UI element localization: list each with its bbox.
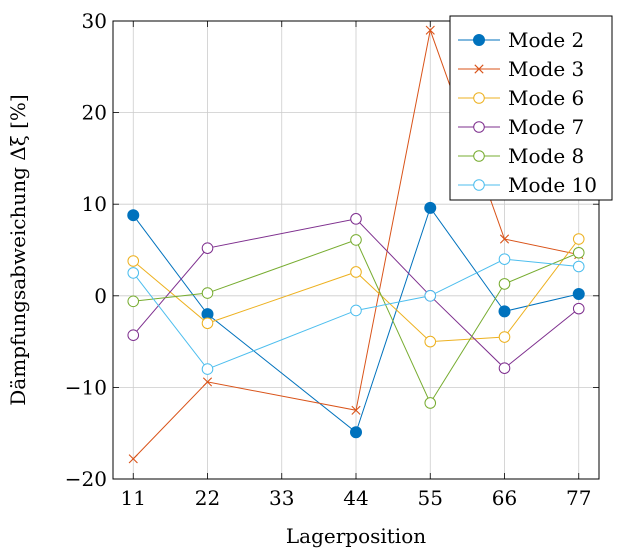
x-tick-label: 11 <box>121 486 146 510</box>
legend-label: Mode 3 <box>508 57 584 81</box>
data-point <box>424 397 437 409</box>
data-point <box>128 454 138 464</box>
data-point <box>498 253 511 265</box>
series-mode-6 <box>127 233 585 348</box>
legend-entry: Mode 2 <box>458 28 584 52</box>
series-line <box>132 238 580 343</box>
data-point <box>572 246 585 259</box>
data-point <box>127 329 140 341</box>
y-tick-label: 0 <box>94 284 107 308</box>
data-point <box>424 335 437 348</box>
legend-label: Mode 7 <box>508 115 584 139</box>
data-point <box>498 362 511 374</box>
x-axis-label: Lagerposition <box>286 524 426 548</box>
legend-marker <box>473 121 485 133</box>
legend-label: Mode 8 <box>508 144 584 168</box>
x-tick-label: 77 <box>566 486 591 510</box>
series-line <box>132 28 579 460</box>
x-tick-label: 33 <box>269 486 294 510</box>
legend: Mode 2 Mode 3 Mode 6 Mode 7 Mode 8 Mode 10 <box>449 15 613 201</box>
legend-marker <box>473 92 485 104</box>
legend-marker <box>473 34 485 46</box>
data-point <box>498 278 511 290</box>
data-point <box>350 213 362 225</box>
data-point <box>350 234 362 246</box>
data-point <box>424 201 437 214</box>
data-point <box>424 290 437 302</box>
data-point <box>425 25 435 35</box>
legend-label: Mode 2 <box>508 28 584 52</box>
x-tick-label: 55 <box>418 486 443 510</box>
data-point <box>572 302 585 315</box>
y-axis-label: Dämpfungsabweichung Δξ [%] <box>6 94 30 405</box>
data-point <box>127 209 140 222</box>
legend-entry: Mode 6 <box>458 86 584 110</box>
data-point <box>498 331 511 343</box>
x-tick-label: 22 <box>195 486 220 510</box>
y-tick-label: 30 <box>82 9 107 33</box>
data-point <box>201 363 214 375</box>
y-tick-label: 20 <box>82 101 107 125</box>
series-layer <box>127 25 585 464</box>
data-point <box>350 304 362 317</box>
series-line <box>132 258 579 370</box>
legend-marker <box>473 179 485 191</box>
data-point <box>351 405 361 415</box>
y-tick-label: 10 <box>82 192 107 216</box>
data-point <box>350 426 362 439</box>
legend-marker <box>474 64 484 74</box>
data-point <box>127 295 140 308</box>
legend-entry: Mode 10 <box>458 173 597 197</box>
series-mode-10 <box>127 253 585 375</box>
data-point <box>572 233 585 245</box>
legend-box <box>449 15 613 201</box>
data-point <box>201 317 214 330</box>
data-point <box>499 234 510 244</box>
legend-marker <box>473 150 485 162</box>
data-point <box>201 242 214 254</box>
data-point <box>202 377 213 387</box>
legend-entry: Mode 8 <box>458 144 584 168</box>
series-mode-8 <box>127 234 585 409</box>
data-point <box>350 266 362 278</box>
y-tick-label: −10 <box>65 375 107 399</box>
series-mode-2 <box>127 201 585 439</box>
x-tick-label: 44 <box>343 486 368 510</box>
legend-label: Mode 10 <box>508 173 597 197</box>
data-point <box>201 287 214 299</box>
data-point <box>127 255 140 267</box>
series-line <box>132 218 580 369</box>
y-tick-label: −20 <box>65 467 107 491</box>
data-point <box>127 267 140 279</box>
series-line <box>133 239 579 405</box>
legend-entry: Mode 3 <box>458 57 584 81</box>
legend-entry: Mode 7 <box>458 115 584 139</box>
data-point <box>572 287 585 300</box>
data-point <box>572 260 585 273</box>
x-tick-label: 66 <box>492 486 517 510</box>
series-line <box>132 206 579 434</box>
data-point <box>498 305 511 318</box>
legend-label: Mode 6 <box>508 86 584 110</box>
